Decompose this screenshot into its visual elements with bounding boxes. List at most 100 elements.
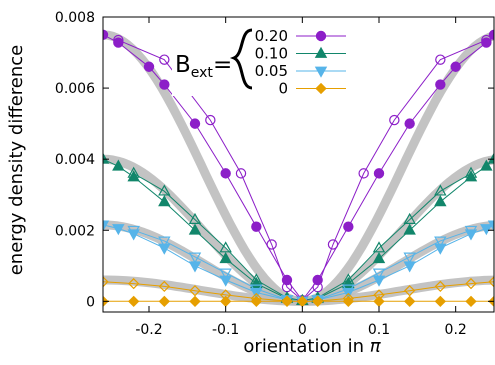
series-3-point-15 (480, 224, 493, 236)
series-4-open-point-1 (128, 277, 140, 290)
series-1-open-point-10 (389, 114, 400, 126)
left-mask (0, 0, 103, 365)
bottom-mask (103, 312, 494, 365)
series-4-point-3 (189, 295, 201, 307)
series-2-point-5 (219, 251, 232, 264)
series-4-point-5 (250, 295, 262, 307)
series-4-open-point-3 (189, 285, 201, 297)
series-3-open-point-1 (158, 236, 171, 248)
legend-title: Bext= (175, 52, 232, 81)
series-1-point-4 (189, 118, 201, 129)
series-2-open-line (133, 172, 472, 302)
legend-marker-2 (314, 66, 328, 78)
legend-marker-0 (315, 30, 327, 42)
series-1-point-14 (450, 61, 461, 72)
series-2-point-4 (188, 223, 202, 235)
y-tick-label-0: 0 (86, 294, 95, 310)
series-3-point-2 (127, 229, 140, 241)
series-2-open-point-2 (188, 212, 202, 224)
y-tick-label-4: 0.008 (55, 10, 95, 26)
x-tick-label-4: 0.2 (445, 322, 467, 338)
legend-label-2: 0.05 (255, 62, 288, 80)
series-4-open-point-11 (404, 285, 416, 297)
legend-label-3: 0 (278, 80, 288, 98)
series-3-open-point-3 (219, 268, 232, 280)
series-3-open-point-10 (403, 252, 416, 264)
legend-marker-1 (314, 46, 328, 58)
series-4-point-2 (158, 295, 170, 307)
series-1-open-point-4 (266, 239, 277, 250)
y-tick-label-3: 0.006 (55, 81, 95, 97)
series-1-point-15 (481, 37, 492, 48)
series-4-open-point-13 (465, 277, 477, 290)
series-3-open-point-2 (188, 252, 202, 264)
series-2-open-point-9 (372, 241, 386, 253)
legend-background (172, 26, 338, 96)
series-1-point-2 (143, 61, 155, 72)
series-4-point-8 (312, 295, 324, 307)
legend-brace (229, 28, 253, 90)
y-axis-label: energy density difference (6, 45, 27, 276)
x-tick-label-0: -0.2 (135, 322, 162, 338)
x-axis-label: orientation in π (243, 336, 381, 357)
series-2-point-14 (464, 170, 478, 182)
series-4-point-13 (465, 295, 477, 307)
series-4-open-point-12 (434, 280, 446, 293)
series-2-open-point-11 (434, 184, 447, 196)
series-1-open-point-11 (435, 54, 446, 65)
series-3-point-4 (188, 261, 202, 273)
series-4-point-12 (434, 295, 446, 307)
series-4-open-point-2 (158, 280, 170, 293)
series-1-point-5 (220, 168, 231, 179)
series-2-point-2 (127, 170, 140, 182)
series-2-open-point-1 (158, 184, 171, 196)
series-4-point-6 (281, 295, 293, 307)
series-1-point-7 (281, 274, 293, 286)
series-2-point-13 (434, 195, 447, 207)
series-2-point-12 (403, 223, 416, 235)
series-2-point-11 (372, 251, 386, 264)
series-4-point-11 (404, 295, 416, 307)
series-3-open-point-9 (372, 268, 386, 280)
series-1-point-10 (343, 221, 354, 232)
series-4-point-9 (342, 295, 354, 307)
series-3-point-14 (464, 229, 478, 241)
series-1-point-1 (113, 37, 124, 48)
series-3-point-13 (434, 243, 447, 255)
x-tick-label-1: -0.1 (212, 322, 239, 338)
plot-border (102, 16, 495, 313)
series-1-open-point-8 (327, 239, 339, 250)
legend-marker-3 (315, 82, 327, 95)
x-tick-label-3: 0.1 (368, 322, 390, 338)
series-1-point-9 (312, 274, 323, 286)
x-tick-label-2: 0 (298, 322, 307, 338)
legend-label-0: 0.20 (255, 27, 288, 45)
series-1-point-12 (404, 118, 415, 129)
top-mask (103, 0, 494, 17)
legend: Bext= 0.200.100.050 (172, 26, 346, 98)
series-2-filled-line (102, 158, 495, 302)
series-1-point-3 (159, 79, 170, 90)
series-3-open-point-11 (434, 236, 447, 248)
series-2-point-3 (158, 195, 171, 207)
series-2-point-15 (480, 159, 493, 171)
series-3-point-5 (219, 275, 232, 287)
series-2-open-point-10 (403, 212, 416, 224)
series-3-point-12 (403, 261, 416, 273)
series-1-open-point-3 (235, 168, 247, 179)
series-1-point-11 (373, 168, 385, 179)
series-1-open-point-1 (159, 54, 170, 65)
series-1-open-point-2 (205, 114, 216, 126)
series-2-point-1 (112, 159, 125, 171)
legend-label-1: 0.10 (255, 45, 288, 63)
series-3-point-1 (112, 224, 125, 236)
series-4-point-1 (128, 295, 140, 307)
series-1-open-point-9 (358, 168, 369, 179)
series-2-open-point-3 (219, 241, 232, 253)
y-tick-label-2: 0.004 (55, 152, 95, 168)
series-1-point-6 (251, 221, 262, 232)
y-tick-label-1: 0.002 (55, 223, 95, 239)
